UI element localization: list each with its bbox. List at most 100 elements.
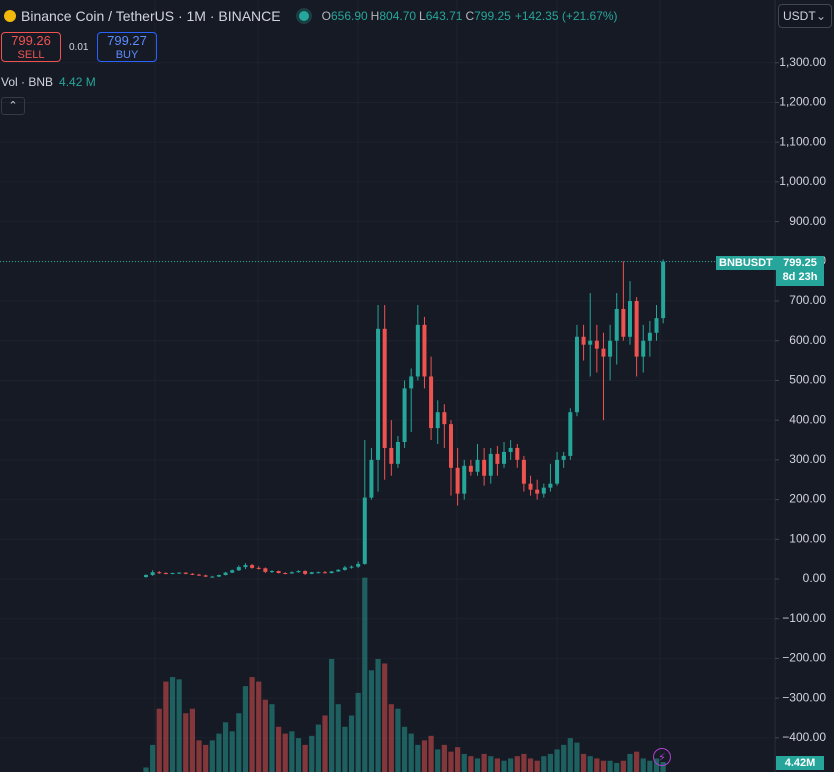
volume-bar — [428, 735, 434, 772]
buy-price: 799.27 — [107, 33, 147, 48]
alert-icon[interactable]: ⚡ — [653, 748, 671, 766]
candle-body — [634, 301, 639, 357]
candle-body — [621, 308, 626, 337]
volume-bar — [481, 753, 487, 772]
volume-bar — [634, 751, 640, 772]
volume-bar — [203, 744, 209, 772]
volume-bar — [567, 738, 573, 772]
volume-bar — [653, 758, 660, 772]
candle-body — [230, 570, 235, 573]
candle-body — [429, 376, 434, 429]
candle-body — [157, 572, 162, 574]
sell-button[interactable]: 799.26 SELL — [1, 32, 61, 62]
candle-body — [323, 572, 328, 574]
y-tick-label: 500.00 — [789, 373, 826, 387]
volume-legend: Vol · BNB 4.42 M — [1, 75, 96, 89]
volume-bar — [627, 753, 633, 772]
volume-bar — [196, 740, 202, 772]
volume-bar — [189, 708, 196, 772]
candle-body — [250, 565, 255, 568]
volume-bar — [289, 731, 295, 772]
candle-body — [144, 575, 148, 578]
readout-change: +142.35 (+21.67%) — [514, 9, 618, 23]
collapse-button[interactable]: ⌃ — [1, 97, 25, 115]
candle-body — [296, 571, 301, 573]
market-status — [298, 11, 309, 21]
candle-body — [627, 301, 632, 337]
volume-bar — [501, 760, 507, 772]
volume-bar — [342, 726, 348, 772]
volume-bar — [547, 753, 554, 772]
volume-bar — [508, 758, 514, 772]
readout-value: 804.70 — [379, 9, 417, 23]
candle-body — [548, 483, 553, 488]
candle-body — [303, 571, 308, 574]
candle-body — [475, 459, 480, 472]
volume-bar — [600, 760, 607, 772]
volume-bar — [488, 756, 494, 772]
symbol-title[interactable]: Binance Coin / TetherUS · 1M · BINANCE — [21, 8, 281, 24]
y-tick-label: −300.00 — [782, 690, 826, 704]
volume-bar — [163, 681, 169, 772]
volume-bar — [395, 708, 401, 772]
volume-bar — [461, 753, 467, 772]
volume-bar — [455, 747, 461, 772]
candle-body — [535, 489, 540, 494]
volume-bar — [309, 735, 315, 772]
candle-body — [448, 424, 453, 468]
dropdown-arrow: ⌄ — [815, 9, 826, 23]
volume-bar — [587, 756, 593, 772]
candle-body — [541, 487, 546, 494]
candle-body — [210, 576, 215, 578]
volume-bar — [209, 740, 215, 772]
volume-bar — [362, 577, 368, 772]
y-tick-label: −200.00 — [782, 651, 826, 665]
candle-body — [402, 388, 407, 442]
volume-bar — [282, 733, 288, 772]
volume-bar — [474, 758, 481, 772]
y-tick-label: 700.00 — [789, 293, 826, 307]
volume-bar — [143, 767, 149, 772]
readout-key: C — [465, 9, 475, 23]
candle-body — [309, 572, 314, 574]
currency-select[interactable]: USDT ⌄ — [778, 4, 832, 28]
y-tick-label: 200.00 — [789, 492, 826, 506]
candle-body — [256, 567, 261, 569]
volume-bar — [348, 715, 355, 772]
volume-bar — [388, 704, 394, 772]
volume-bar — [614, 762, 620, 772]
volume-bar — [647, 760, 653, 772]
volume-bar — [229, 731, 235, 772]
candle-body — [236, 567, 241, 571]
volume-bar — [382, 663, 388, 772]
candle-body — [389, 447, 394, 464]
volume-bar — [574, 742, 580, 772]
volume-bar — [408, 733, 414, 772]
volume-bar — [514, 756, 520, 772]
volume-bar — [315, 724, 321, 772]
buy-button[interactable]: 799.27 BUY — [97, 32, 157, 62]
volume-bar — [640, 758, 646, 772]
candle-body — [574, 336, 579, 413]
volume-bar — [421, 740, 428, 772]
candle-body — [170, 573, 175, 575]
volume-bar — [169, 677, 176, 772]
y-tick-label: 900.00 — [789, 214, 826, 228]
candle-body — [349, 566, 354, 568]
volume-bar — [368, 670, 375, 772]
sell-label: SELL — [17, 49, 45, 61]
volume-bar — [269, 704, 275, 772]
candle-body — [190, 573, 195, 575]
readout-key: L — [419, 9, 426, 23]
volume-bar — [594, 758, 600, 772]
candle-body — [376, 328, 381, 460]
y-tick-label: 100.00 — [789, 531, 826, 545]
volume-bar — [660, 762, 666, 772]
candle-body — [422, 324, 427, 377]
candle-body — [647, 332, 652, 341]
coin-logo — [4, 10, 16, 22]
candle-body — [382, 328, 387, 448]
candle-body — [608, 340, 613, 357]
